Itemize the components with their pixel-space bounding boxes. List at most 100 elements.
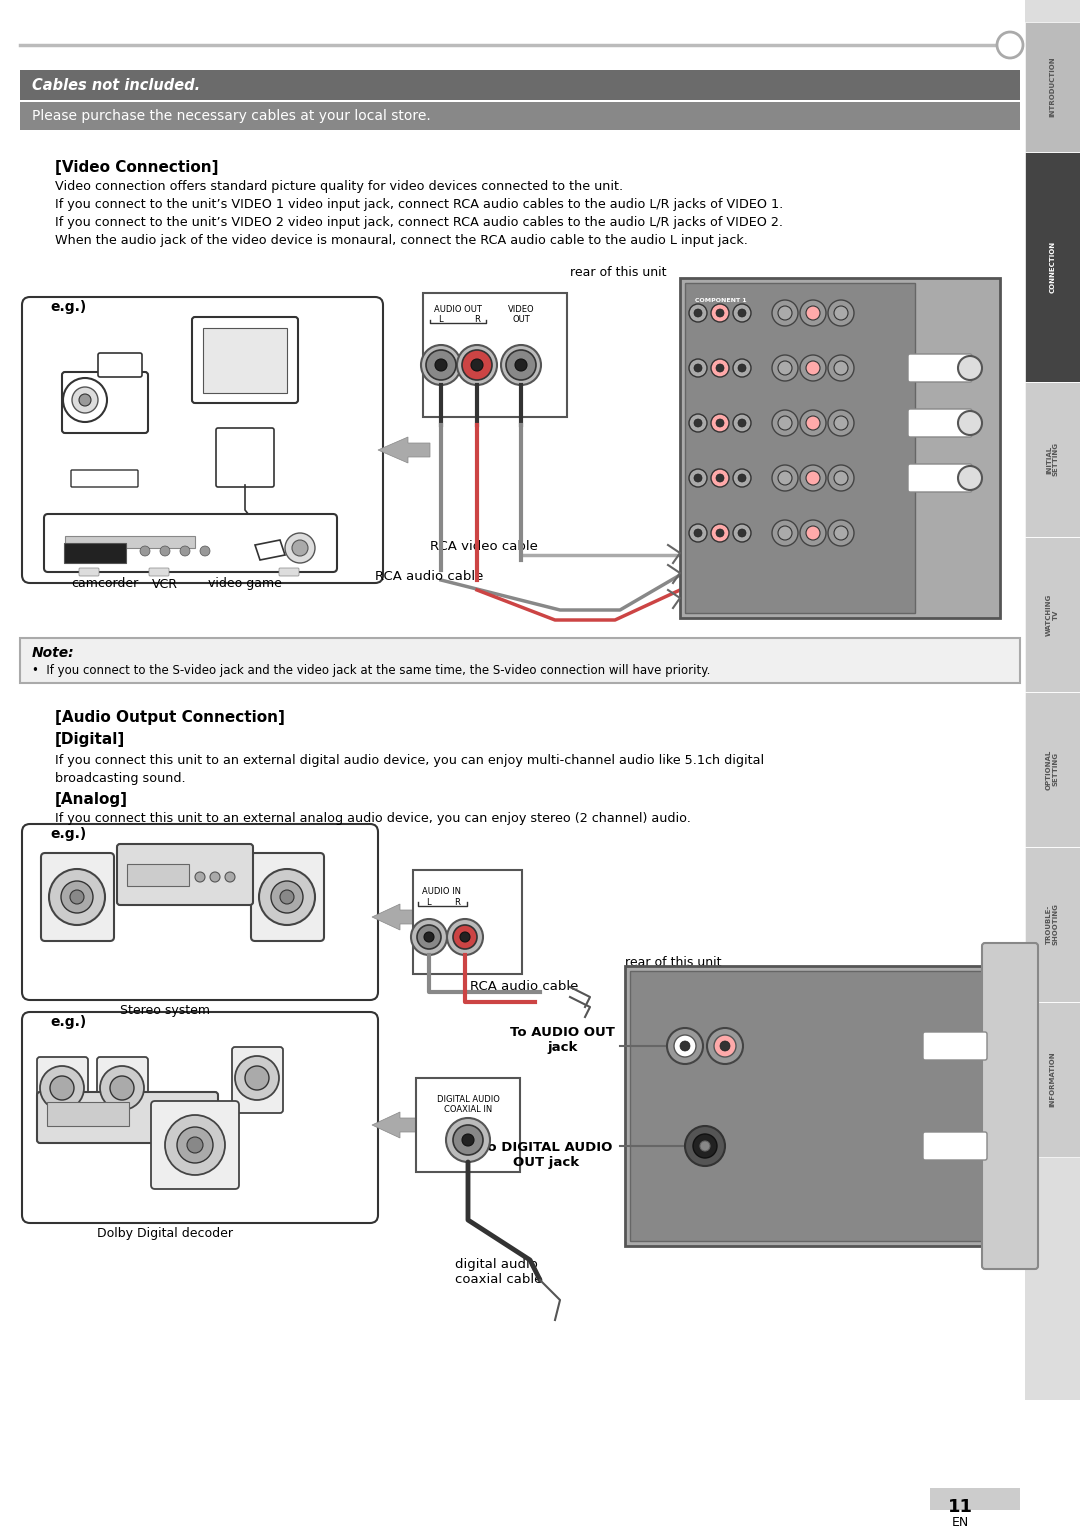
Text: VIDEO: VIDEO [508,305,535,314]
Text: OUT: OUT [512,314,530,324]
Circle shape [693,1134,717,1158]
Circle shape [828,520,854,546]
Circle shape [72,388,98,414]
Circle shape [958,410,982,435]
Text: Please purchase the necessary cables at your local store.: Please purchase the necessary cables at … [32,108,431,124]
Circle shape [738,420,746,427]
Circle shape [806,307,820,320]
Text: Stereo system: Stereo system [120,1004,210,1016]
Circle shape [460,932,470,942]
Circle shape [711,414,729,432]
Text: To DIGITAL AUDIO
OUT jack: To DIGITAL AUDIO OUT jack [480,1141,612,1169]
Text: [Audio Output Connection]: [Audio Output Connection] [55,710,285,725]
Circle shape [772,356,798,382]
FancyBboxPatch shape [1025,21,1080,153]
Circle shape [828,356,854,382]
Text: camcorder: camcorder [71,577,138,591]
Circle shape [285,533,315,563]
Circle shape [417,925,441,949]
Text: e.g.): e.g.) [50,827,86,841]
Circle shape [694,308,702,317]
FancyBboxPatch shape [1025,382,1080,537]
FancyBboxPatch shape [423,293,567,417]
Circle shape [60,881,93,913]
Circle shape [457,345,497,385]
Circle shape [160,546,170,555]
FancyBboxPatch shape [21,638,1020,684]
Circle shape [165,1116,225,1175]
Text: L: L [426,897,430,906]
FancyBboxPatch shape [216,427,274,487]
Circle shape [689,523,707,542]
FancyBboxPatch shape [22,824,378,1000]
FancyBboxPatch shape [930,1488,1020,1511]
Text: DIGITAL AUDIO
COAXIAL IN: DIGITAL AUDIO COAXIAL IN [436,1096,499,1114]
Circle shape [711,468,729,487]
Circle shape [716,530,724,537]
Circle shape [694,475,702,482]
Circle shape [700,1141,710,1151]
Circle shape [738,308,746,317]
Text: AUDIO IN: AUDIO IN [422,887,461,896]
FancyBboxPatch shape [79,568,99,575]
FancyBboxPatch shape [22,1012,378,1222]
Circle shape [187,1137,203,1154]
Circle shape [800,356,826,382]
FancyBboxPatch shape [1025,691,1080,847]
Text: If you connect to the unit’s VIDEO 1 video input jack, connect RCA audio cables : If you connect to the unit’s VIDEO 1 vid… [55,198,783,211]
Circle shape [110,1076,134,1100]
Text: video game: video game [208,577,282,591]
Text: OPTIONAL
SETTING: OPTIONAL SETTING [1047,749,1059,789]
Text: COMPONENT 1: COMPONENT 1 [696,298,746,304]
FancyBboxPatch shape [127,864,189,887]
Text: CONNECTION: CONNECTION [1050,241,1055,293]
Circle shape [778,417,792,430]
FancyBboxPatch shape [21,70,1020,101]
Circle shape [716,365,724,372]
Circle shape [435,359,447,371]
FancyBboxPatch shape [71,470,138,487]
Circle shape [806,472,820,485]
Circle shape [245,1067,269,1090]
Circle shape [806,417,820,430]
Circle shape [716,475,724,482]
Circle shape [834,307,848,320]
Text: [Video Connection]: [Video Connection] [55,160,218,175]
FancyBboxPatch shape [97,1058,148,1123]
Circle shape [828,465,854,491]
Text: Note:: Note: [32,645,75,661]
Circle shape [834,417,848,430]
Circle shape [200,546,210,555]
FancyBboxPatch shape [232,1047,283,1112]
Text: WATCHING
TV: WATCHING TV [1047,594,1059,636]
FancyBboxPatch shape [65,536,195,548]
Text: To AUDIO OUT
jack: To AUDIO OUT jack [510,1025,615,1054]
Text: AUDIO OUT: AUDIO OUT [434,305,482,314]
Circle shape [738,530,746,537]
Circle shape [515,359,527,371]
Circle shape [694,365,702,372]
Circle shape [195,871,205,882]
Circle shape [674,1035,696,1058]
FancyBboxPatch shape [1025,1003,1080,1157]
Circle shape [738,365,746,372]
Polygon shape [372,1112,418,1138]
Text: [Digital]: [Digital] [55,732,125,748]
Text: TROUBLE-
SHOOTING: TROUBLE- SHOOTING [1047,903,1059,946]
Circle shape [778,362,792,375]
Text: R: R [474,314,480,324]
FancyBboxPatch shape [1025,537,1080,691]
Circle shape [501,345,541,385]
Circle shape [50,1076,75,1100]
Circle shape [100,1067,144,1109]
Text: If you connect this unit to an external digital audio device, you can enjoy mult: If you connect this unit to an external … [55,754,765,768]
Circle shape [462,1134,474,1146]
FancyBboxPatch shape [192,317,298,403]
Circle shape [800,520,826,546]
FancyBboxPatch shape [1025,153,1080,382]
FancyBboxPatch shape [680,278,1000,618]
Text: VCR: VCR [152,578,178,591]
Text: INFORMATION: INFORMATION [1050,1051,1055,1108]
Circle shape [280,890,294,903]
FancyBboxPatch shape [21,102,1020,130]
